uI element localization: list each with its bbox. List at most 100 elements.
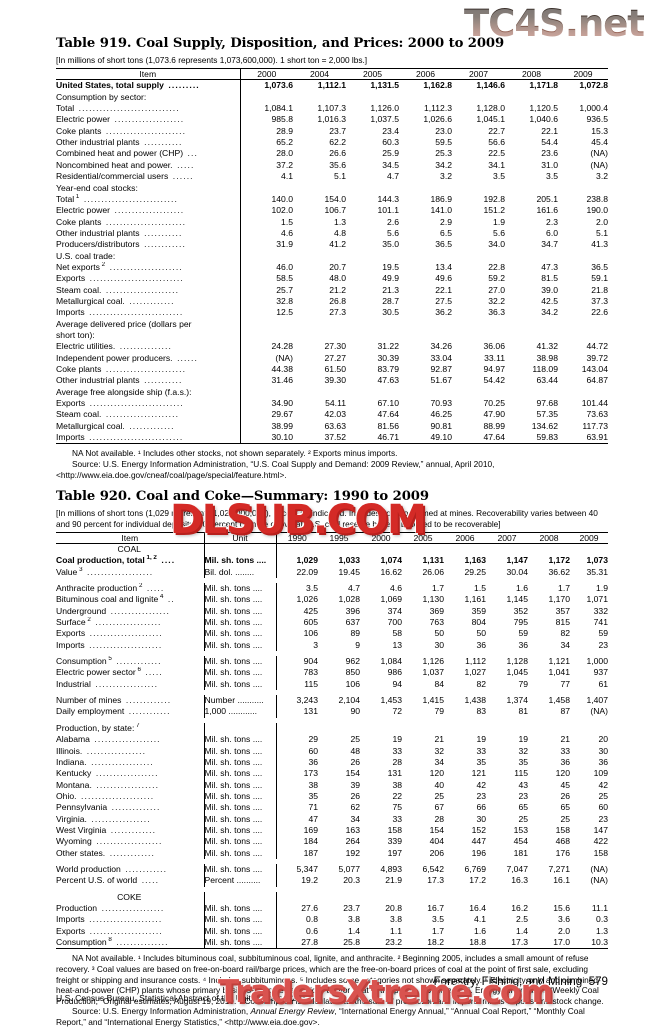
table-row: Electric power .................... 102.0…: [56, 205, 608, 217]
cell-value: 3.5: [275, 583, 318, 595]
cell-value: 106: [275, 628, 318, 640]
cell-value: 22.6: [591, 307, 608, 318]
cell-value: 73.63: [586, 409, 608, 420]
row-label: Consumption by sector:: [56, 91, 148, 102]
leader-dots: .....................: [102, 409, 180, 420]
cell-value: 36: [598, 756, 608, 767]
row-label: Residential/commercial users ......: [56, 171, 194, 182]
cell-value: 206: [429, 847, 444, 858]
row-label: Virginia. .................: [56, 813, 151, 824]
table-920-title: Table 920. Coal and Coke—Summary: 1990 t…: [56, 489, 429, 505]
leader-dots: ..................: [98, 902, 165, 913]
cell-value: 33: [476, 745, 486, 756]
cell-value: 75: [392, 802, 402, 813]
cell-value: 238.8: [586, 193, 608, 204]
cell-value: [402, 723, 444, 734]
cell-value: 83: [476, 706, 486, 717]
cell-value: 1,128.0: [476, 103, 505, 114]
cell-value: [558, 92, 608, 103]
table-row: Other industrial plants ........... 31.46…: [56, 375, 608, 387]
footnote-marker: 8: [106, 937, 112, 944]
cell-value: 59: [518, 628, 528, 639]
table-row: Production, by state: 7: [56, 722, 608, 735]
cell-value: 1,146.6: [476, 80, 505, 91]
row-unit: Mil. sh. tons ....: [203, 628, 276, 640]
row-label: Exports ...........................: [56, 398, 184, 409]
cell-value: (NA): [590, 875, 608, 886]
cell-value: 36.2: [435, 307, 452, 318]
cell-value: 4.6: [390, 583, 402, 594]
leader-dots: .............: [125, 420, 175, 431]
leader-dots: .............................: [75, 103, 180, 114]
cell-value: [558, 251, 608, 262]
cell-value: 1,045.1: [476, 114, 505, 125]
cell-value: 31.22: [377, 341, 399, 352]
cell-value: 422: [593, 836, 608, 847]
row-label: Consumption 8 ...............: [56, 937, 169, 947]
leader-dots: ..................: [87, 756, 154, 767]
cell-value: 39: [350, 779, 360, 790]
cell-value: 1,145: [506, 594, 528, 605]
cell-value: 19: [518, 734, 528, 745]
cell-value: (NA): [590, 863, 608, 874]
cell-value: 176: [555, 847, 570, 858]
cell-value: 2,104: [338, 695, 360, 706]
cell-value: 30: [598, 745, 608, 756]
leader-dots: ...........: [140, 227, 183, 238]
cell-value: 54.42: [483, 375, 505, 386]
cell-value: [570, 892, 608, 903]
cell-value: 22.7: [488, 125, 505, 136]
cell-value: [505, 92, 558, 103]
table-row: Consumption by sector:: [56, 91, 608, 104]
leader-dots: .....: [138, 875, 160, 886]
leader-dots: ..................: [92, 768, 159, 779]
cell-value: 67: [434, 802, 444, 813]
cell-value: 1,131: [422, 555, 444, 566]
cell-value: [558, 183, 608, 194]
cell-value: [402, 892, 444, 903]
cell-value: 22: [392, 790, 402, 801]
cell-value: [293, 319, 346, 330]
footnote-marker: 7: [134, 722, 140, 729]
leader-dots: ...........: [140, 375, 183, 386]
leader-dots: .............: [107, 824, 157, 835]
cell-value: [505, 251, 558, 262]
cell-value: 70.93: [430, 398, 452, 409]
row-label: Total 1 ...........................: [56, 193, 178, 204]
cell-value: 26: [350, 756, 360, 767]
cell-value: 47.64: [377, 409, 399, 420]
cell-value: 18.8: [469, 937, 486, 947]
cell-value: 795: [513, 617, 528, 628]
cell-value: 1,069: [380, 594, 402, 605]
cell-value: 50: [434, 628, 444, 639]
cell-value: 192.8: [483, 193, 505, 204]
cell-value: 88.99: [483, 420, 505, 431]
leader-dots: ....................: [110, 114, 185, 125]
row-label: Imports .....................: [56, 914, 163, 925]
cell-value: 1,163: [464, 555, 486, 566]
row-unit: Bil. dol. ........: [203, 566, 276, 579]
cell-value: 120: [429, 768, 444, 779]
cell-value: [486, 723, 528, 734]
cell-value: 1,170: [548, 594, 570, 605]
cell-value: 141.0: [430, 205, 452, 216]
cell-value: 101.44: [581, 398, 608, 409]
table-919-headnote: [In millions of short tons (1,073.6 repr…: [56, 55, 368, 65]
cell-value: 700: [387, 617, 402, 628]
cell-value: 36.06: [483, 341, 505, 352]
row-label: Steam coal. .....................: [56, 409, 180, 420]
cell-value: 1,073: [586, 555, 608, 566]
cell-value: 1,073.6: [239, 79, 293, 92]
cell-value: 34: [350, 813, 360, 824]
cell-value: 34: [434, 756, 444, 767]
cell-value: [239, 91, 293, 104]
table-row: Consumption 8 ............... Mil. sh. to…: [56, 937, 608, 949]
row-label: Combined heat and power (CHP) ...: [56, 148, 199, 159]
cell-value: 37.52: [324, 432, 346, 443]
row-label: Kentucky ..................: [56, 768, 159, 779]
cell-value: 26: [560, 790, 570, 801]
cell-value: 1,016.3: [317, 114, 346, 125]
cell-value: 1.6: [474, 925, 486, 936]
cell-value: 81: [518, 706, 528, 717]
cell-value: 5.6: [493, 227, 505, 238]
